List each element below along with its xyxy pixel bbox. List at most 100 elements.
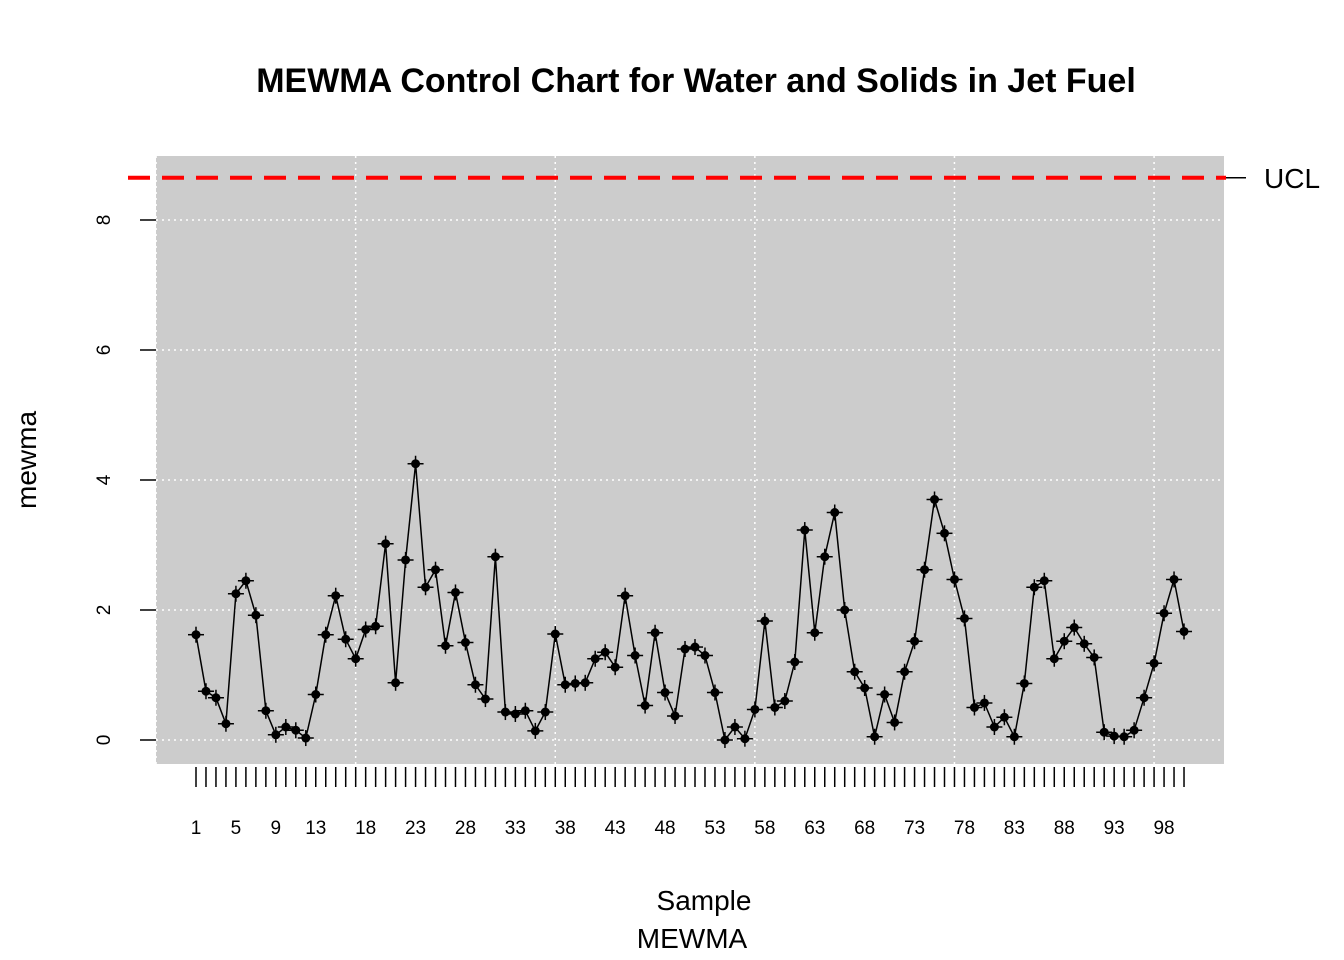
- data-point: [1006, 728, 1023, 745]
- data-point: [1086, 649, 1103, 666]
- x-axis-sublabel: MEWMA: [637, 923, 748, 954]
- data-point: [477, 691, 494, 708]
- data-point: [856, 680, 873, 696]
- data-point: [796, 522, 813, 539]
- data-point: [886, 714, 903, 731]
- data-point: [1096, 724, 1113, 741]
- data-point: [227, 585, 244, 602]
- y-axis-label: mewma: [11, 411, 42, 509]
- data-point: [876, 686, 893, 703]
- data-point: [1166, 571, 1183, 588]
- x-tick-label: 48: [654, 818, 675, 839]
- data-point: [517, 702, 534, 719]
- data-point: [706, 684, 723, 701]
- chart-title: MEWMA Control Chart for Water and Solids…: [256, 62, 1136, 100]
- x-tick-label: 83: [1004, 818, 1025, 839]
- data-point: [836, 602, 853, 618]
- data-point: [257, 702, 274, 719]
- data-point: [507, 706, 524, 722]
- data-point: [1116, 728, 1133, 745]
- data-point: [716, 732, 733, 748]
- data-point: [896, 663, 913, 680]
- data-point: [756, 613, 773, 630]
- data-point: [667, 707, 684, 724]
- data-point: [766, 699, 783, 716]
- data-point: [297, 730, 314, 747]
- data-point: [806, 624, 823, 641]
- data-point: [1026, 579, 1043, 596]
- data-point: [1066, 619, 1083, 636]
- ucl-label: UCL: [1264, 163, 1320, 194]
- data-point: [1016, 675, 1033, 692]
- data-point: [657, 684, 674, 701]
- data-point: [277, 719, 294, 735]
- data-point: [946, 571, 963, 588]
- data-point: [687, 639, 703, 656]
- data-point: [387, 674, 404, 691]
- data-point: [1156, 605, 1173, 622]
- x-tick-label: 23: [405, 818, 426, 839]
- data-point: [627, 647, 644, 664]
- data-point: [866, 728, 883, 745]
- data-point: [726, 719, 743, 735]
- x-tick-label: 93: [1104, 818, 1125, 839]
- plot-area: [156, 156, 1224, 764]
- data-point: [427, 561, 444, 578]
- data-point: [1176, 623, 1193, 640]
- data-point: [846, 663, 863, 680]
- data-point: [407, 455, 424, 472]
- data-point: [647, 624, 664, 641]
- data-point: [457, 634, 474, 651]
- x-tick-label: 53: [704, 818, 725, 839]
- x-tick-label: 13: [305, 818, 326, 839]
- data-point: [357, 621, 374, 638]
- y-tick-label: 8: [94, 215, 115, 226]
- data-point: [237, 572, 254, 589]
- data-point: [307, 686, 324, 703]
- data-point: [557, 676, 574, 693]
- x-tick-label: 33: [505, 818, 526, 839]
- data-point: [527, 722, 544, 739]
- data-point: [816, 548, 833, 565]
- data-point: [1136, 689, 1153, 706]
- data-point: [976, 694, 993, 711]
- data-point: [1146, 655, 1163, 672]
- data-point: [956, 610, 973, 627]
- data-point: [786, 654, 803, 670]
- x-tick-label: 1: [191, 818, 202, 839]
- data-point: [926, 491, 943, 508]
- data-point: [537, 704, 554, 721]
- data-point: [696, 647, 713, 664]
- data-point: [936, 525, 953, 542]
- x-tick-label: 9: [271, 818, 282, 839]
- y-tick-label: 4: [94, 474, 115, 485]
- data-point: [577, 674, 594, 691]
- data-point: [587, 650, 604, 667]
- data-point: [597, 644, 614, 661]
- data-point: [447, 584, 464, 601]
- y-tick-label: 2: [94, 605, 115, 616]
- data-point: [1126, 722, 1143, 739]
- data-point: [367, 618, 384, 635]
- data-point: [1046, 650, 1063, 667]
- data-point: [437, 637, 454, 654]
- data-point: [267, 726, 284, 743]
- x-tick-label: 98: [1153, 818, 1174, 839]
- x-axis-label: Sample: [657, 885, 752, 916]
- data-point: [617, 587, 634, 604]
- x-tick-label: 5: [231, 818, 242, 839]
- x-tick-label: 28: [455, 818, 476, 839]
- x-tick-label: 88: [1054, 818, 1075, 839]
- data-point: [197, 683, 214, 700]
- grid: [155, 156, 1224, 764]
- data-point: [776, 693, 793, 709]
- data-point: [986, 719, 1003, 735]
- data-point: [547, 626, 564, 643]
- x-tick-label: 58: [754, 818, 775, 839]
- data-point: [397, 551, 414, 568]
- data-point: [1076, 635, 1093, 652]
- data-point: [377, 535, 394, 552]
- x-tick-label: 18: [355, 818, 376, 839]
- series-line: [195, 463, 1185, 742]
- data-point: [966, 699, 983, 716]
